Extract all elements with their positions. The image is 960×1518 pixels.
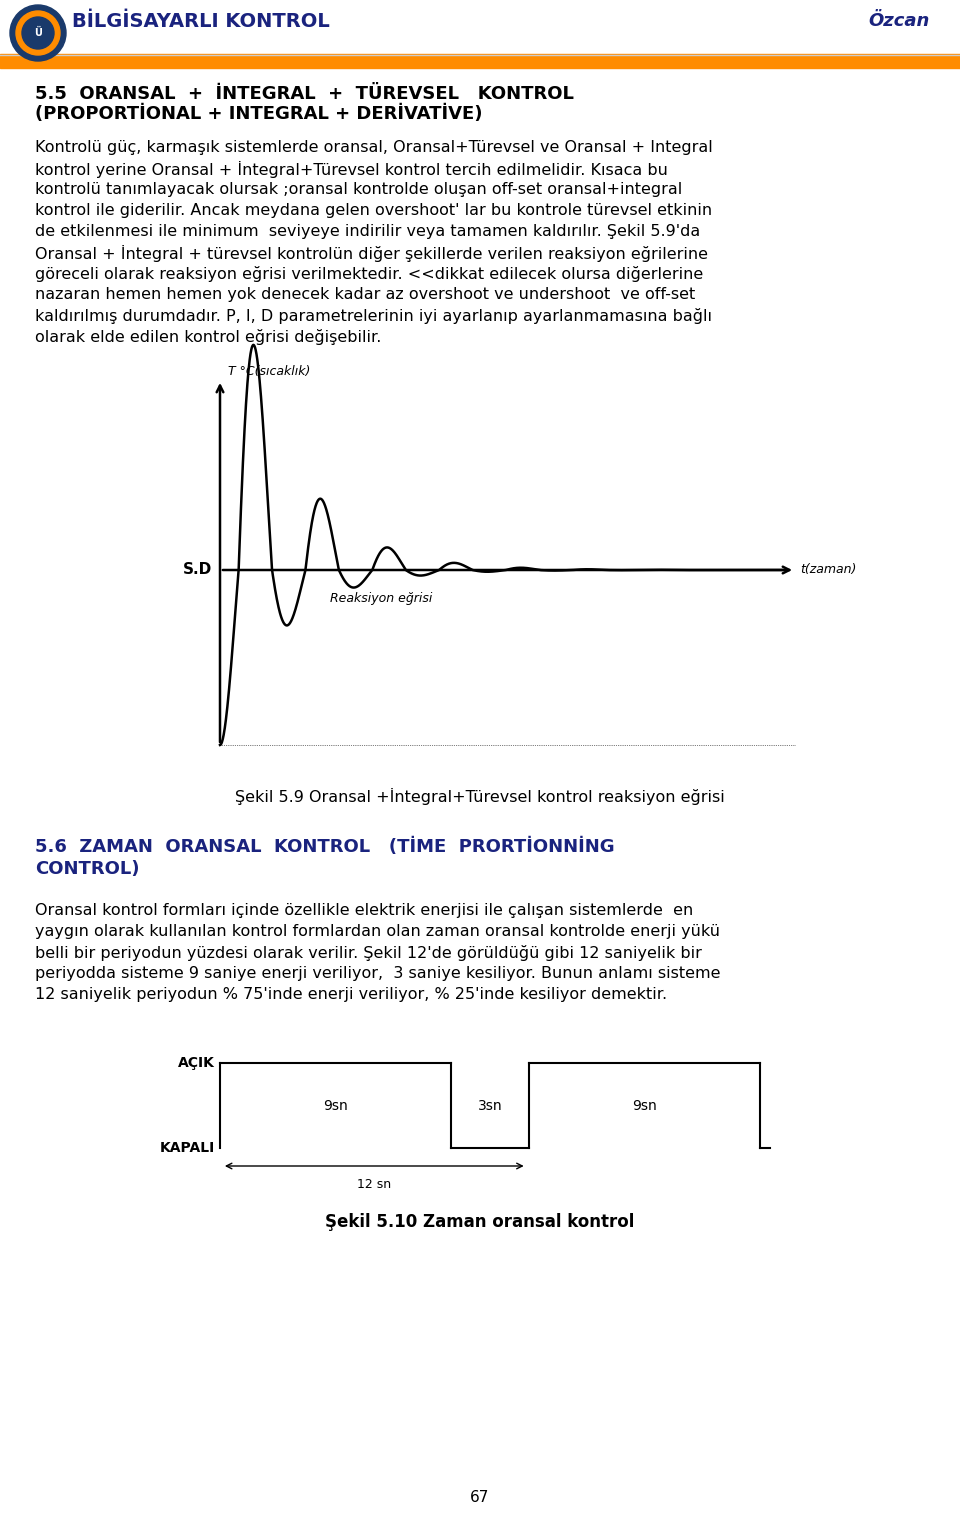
Text: S.D: S.D	[182, 563, 212, 577]
Text: 5.5  ORANSAL  +  İNTEGRAL  +  TÜREVSEL   KONTROL: 5.5 ORANSAL + İNTEGRAL + TÜREVSEL KONTRO…	[35, 85, 574, 103]
Circle shape	[10, 5, 66, 61]
Text: Reaksiyon eğrisi: Reaksiyon eğrisi	[330, 592, 432, 606]
Text: kaldırılmış durumdadır. P, I, D parametrelerinin iyi ayarlanıp ayarlanmamasına b: kaldırılmış durumdadır. P, I, D parametr…	[35, 308, 712, 323]
Text: AÇIK: AÇIK	[179, 1057, 215, 1070]
Text: CONTROL): CONTROL)	[35, 861, 139, 877]
Text: KAPALI: KAPALI	[159, 1142, 215, 1155]
Text: Kontrolü güç, karmaşık sistemlerde oransal, Oransal+Türevsel ve Oransal + Integr: Kontrolü güç, karmaşık sistemlerde orans…	[35, 140, 712, 155]
Text: Oransal + İntegral + türevsel kontrolün diğer şekillerde verilen reaksiyon eğril: Oransal + İntegral + türevsel kontrolün …	[35, 244, 708, 263]
Text: 67: 67	[470, 1491, 490, 1504]
Text: Şekil 5.9 Oransal +İntegral+Türevsel kontrol reaksiyon eğrisi: Şekil 5.9 Oransal +İntegral+Türevsel kon…	[235, 788, 725, 805]
Text: t(zaman): t(zaman)	[800, 563, 856, 577]
Text: periyodda sisteme 9 saniye enerji veriliyor,  3 saniye kesiliyor. Bunun anlamı s: periyodda sisteme 9 saniye enerji verili…	[35, 965, 721, 981]
Text: 12 sn: 12 sn	[357, 1178, 392, 1192]
Text: Özcan: Özcan	[869, 12, 930, 30]
Text: göreceli olarak reaksiyon eğrisi verilmektedir. <<dikkat edilecek olursa diğerle: göreceli olarak reaksiyon eğrisi verilme…	[35, 266, 704, 282]
Text: 9sn: 9sn	[632, 1099, 657, 1113]
Text: 5.6  ZAMAN  ORANSAL  KONTROL   (TİME  PRORTİONNİNG: 5.6 ZAMAN ORANSAL KONTROL (TİME PRORTİON…	[35, 838, 614, 856]
Text: kontrol yerine Oransal + İntegral+Türevsel kontrol tercih edilmelidir. Kısaca bu: kontrol yerine Oransal + İntegral+Türevs…	[35, 161, 668, 178]
Text: de etkilenmesi ile minimum  seviyeye indirilir veya tamamen kaldırılır. Şekil 5.: de etkilenmesi ile minimum seviyeye indi…	[35, 225, 700, 238]
Text: olarak elde edilen kontrol eğrisi değişebilir.: olarak elde edilen kontrol eğrisi değişe…	[35, 329, 381, 345]
Text: kontrol ile giderilir. Ancak meydana gelen overshoot' lar bu kontrole türevsel e: kontrol ile giderilir. Ancak meydana gel…	[35, 203, 712, 219]
Text: Şekil 5.10 Zaman oransal kontrol: Şekil 5.10 Zaman oransal kontrol	[325, 1213, 635, 1231]
Text: yaygın olarak kullanılan kontrol formlardan olan zaman oransal kontrolde enerji : yaygın olarak kullanılan kontrol formlar…	[35, 924, 720, 940]
Text: 12 saniyelik periyodun % 75'inde enerji veriliyor, % 25'inde kesiliyor demektir.: 12 saniyelik periyodun % 75'inde enerji …	[35, 987, 667, 1002]
Text: (PROPORTİONAL + INTEGRAL + DERİVATİVE): (PROPORTİONAL + INTEGRAL + DERİVATİVE)	[35, 105, 483, 123]
Text: Oransal kontrol formları içinde özellikle elektrik enerjisi ile çalışan sistemle: Oransal kontrol formları içinde özellikl…	[35, 903, 693, 918]
Text: BİLGİSAYARLI KONTROL: BİLGİSAYARLI KONTROL	[72, 12, 329, 30]
Bar	[0, 55, 960, 68]
Text: nazaran hemen hemen yok denecek kadar az overshoot ve undershoot  ve off-set: nazaran hemen hemen yok denecek kadar az…	[35, 287, 695, 302]
Text: 3sn: 3sn	[478, 1099, 502, 1113]
Circle shape	[22, 17, 54, 49]
Circle shape	[16, 11, 60, 55]
Text: kontrolü tanımlayacak olursak ;oransal kontrolde oluşan off-set oransal+integral: kontrolü tanımlayacak olursak ;oransal k…	[35, 182, 683, 197]
Text: belli bir periyodun yüzdesi olarak verilir. Şekil 12'de görüldüğü gibi 12 saniye: belli bir periyodun yüzdesi olarak veril…	[35, 946, 702, 961]
Text: 9sn: 9sn	[324, 1099, 348, 1113]
Text: Ü: Ü	[34, 27, 42, 38]
Text: T °C(sıcaklık): T °C(sıcaklık)	[228, 364, 310, 378]
